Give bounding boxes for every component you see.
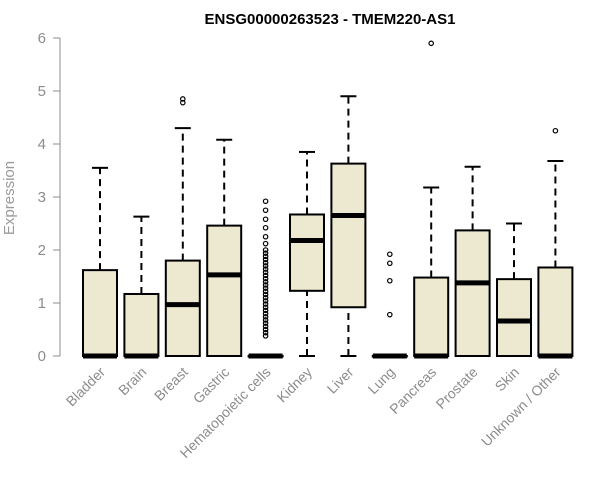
y-tick-label: 1 (38, 295, 46, 312)
outlier-point (262, 307, 269, 314)
outlier-point (262, 224, 269, 231)
box-body (496, 278, 532, 357)
outlier-point (262, 301, 269, 307)
outlier-point (262, 250, 269, 256)
outlier-point (262, 333, 269, 339)
outlier-point (262, 320, 269, 326)
outlier-point (262, 278, 269, 285)
box-bladder (82, 166, 118, 359)
outlier-point (262, 326, 269, 333)
outlier-point (262, 216, 269, 223)
outlier-point (428, 40, 435, 47)
x-tick-label: Lung (365, 364, 398, 397)
outlier-point (262, 288, 269, 295)
box-gastric (206, 138, 243, 357)
outlier-point (262, 317, 269, 323)
outlier-point (386, 311, 393, 318)
outlier-point (262, 323, 269, 330)
x-tick-label: Prostate (433, 364, 481, 412)
box-body (164, 259, 201, 358)
outlier-point (262, 313, 269, 320)
outlier-point (262, 329, 269, 336)
box-body (537, 266, 574, 357)
outlier-point (262, 282, 269, 288)
box-skin (496, 222, 532, 357)
outlier-point (262, 285, 269, 291)
y-tick-label: 5 (38, 83, 46, 100)
x-tick-label: Liver (324, 364, 357, 397)
outlier-point (262, 233, 269, 240)
box-body (454, 229, 491, 357)
outlier-point (180, 96, 186, 102)
x-tick-label: Breast (151, 364, 191, 404)
box-brain (123, 215, 160, 359)
outlier-point (262, 247, 269, 253)
y-axis: 0 1 2 3 4 5 6 (38, 30, 61, 365)
x-tick-label: Brain (115, 364, 149, 398)
x-tick-label: Kidney (274, 364, 316, 406)
outlier-point (262, 298, 269, 304)
outlier-point (262, 304, 269, 311)
box-body (82, 269, 118, 358)
x-tick-label: Bladder (63, 364, 109, 410)
outlier-point (262, 263, 269, 269)
box-hematopoietic-cells (247, 198, 284, 359)
outlier-point (386, 251, 393, 258)
box-pancreas (413, 40, 450, 359)
box-body (330, 162, 367, 309)
outlier-point (552, 127, 559, 134)
outlier-point (262, 256, 269, 263)
x-tick-label: Unknown / Other (478, 364, 564, 450)
y-axis-label: Expression (1, 161, 18, 235)
box-body (289, 213, 325, 292)
outlier-point (262, 272, 269, 279)
box-kidney (289, 150, 325, 357)
outlier-point (262, 269, 269, 276)
boxes (82, 40, 574, 359)
y-tick-label: 4 (38, 136, 46, 153)
x-tick-label: Skin (492, 364, 523, 395)
outlier-point (262, 291, 269, 298)
outlier-point (262, 275, 269, 282)
box-body (123, 292, 160, 357)
box-body (413, 276, 450, 357)
box-liver (330, 95, 367, 357)
box-breast (164, 96, 201, 358)
y-tick-label: 0 (38, 348, 46, 365)
box-body (206, 224, 243, 357)
box-unknown-other (537, 127, 574, 359)
outlier-point (262, 198, 269, 205)
outlier-point (262, 294, 269, 301)
chart-title: ENSG00000263523 - TMEM220-AS1 (205, 11, 456, 28)
outlier-point (386, 260, 393, 267)
outlier-point (262, 259, 269, 266)
y-tick-label: 6 (38, 30, 46, 47)
outlier-point (262, 207, 269, 214)
outlier-point (262, 240, 269, 247)
outlier-point (262, 253, 269, 260)
outlier-point (262, 310, 269, 317)
outlier-point (180, 99, 186, 106)
box-lung (371, 251, 408, 359)
box-prostate (454, 165, 491, 357)
outlier-point (262, 266, 269, 272)
outlier-point (386, 277, 393, 284)
y-tick-label: 2 (38, 242, 46, 259)
y-tick-label: 3 (38, 189, 46, 206)
